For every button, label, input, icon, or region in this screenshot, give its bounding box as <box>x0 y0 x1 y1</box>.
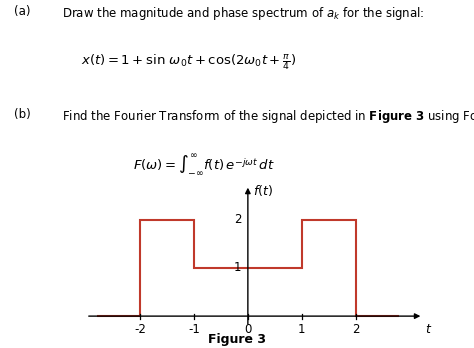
Text: (b): (b) <box>14 108 31 121</box>
Text: Find the Fourier Transform of the signal depicted in $\mathbf{Figure\ 3}$ using : Find the Fourier Transform of the signal… <box>62 108 474 125</box>
Text: 1: 1 <box>234 261 241 274</box>
Text: $F(\omega) = \int_{-\infty}^{\infty} f(t)\,e^{-j\omega t}\,dt$: $F(\omega) = \int_{-\infty}^{\infty} f(t… <box>133 153 274 179</box>
Text: 2: 2 <box>234 213 241 226</box>
Text: Draw the magnitude and phase spectrum of $a_k$ for the signal:: Draw the magnitude and phase spectrum of… <box>62 5 424 22</box>
Text: 2: 2 <box>352 323 360 337</box>
Text: -1: -1 <box>188 323 200 337</box>
Text: (a): (a) <box>14 5 31 18</box>
Text: $x(t) = 1 + \sin\,\omega_0 t + \cos(2\omega_0 t + \frac{\pi}{4})$: $x(t) = 1 + \sin\,\omega_0 t + \cos(2\om… <box>81 52 296 72</box>
Text: Figure 3: Figure 3 <box>208 333 266 346</box>
Text: $f(t)$: $f(t)$ <box>253 183 273 198</box>
Text: -2: -2 <box>134 323 146 337</box>
Text: $t$: $t$ <box>425 323 432 337</box>
Text: 1: 1 <box>298 323 306 337</box>
Text: 0: 0 <box>244 323 252 337</box>
